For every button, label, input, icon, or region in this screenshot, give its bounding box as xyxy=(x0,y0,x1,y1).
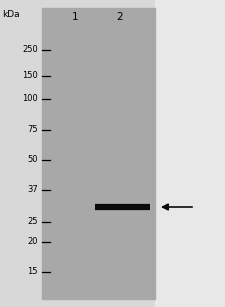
Text: 15: 15 xyxy=(27,267,38,277)
Text: 20: 20 xyxy=(27,238,38,247)
Text: kDa: kDa xyxy=(2,10,20,19)
Text: 37: 37 xyxy=(27,185,38,195)
Bar xyxy=(42,8,155,299)
Text: 75: 75 xyxy=(27,126,38,134)
Bar xyxy=(0,0,42,307)
Text: 2: 2 xyxy=(117,12,123,22)
Text: 25: 25 xyxy=(27,217,38,227)
Bar xyxy=(155,0,225,307)
Text: 250: 250 xyxy=(22,45,38,55)
Text: 150: 150 xyxy=(22,72,38,80)
Text: 100: 100 xyxy=(22,95,38,103)
Text: 50: 50 xyxy=(27,156,38,165)
Text: 1: 1 xyxy=(72,12,78,22)
